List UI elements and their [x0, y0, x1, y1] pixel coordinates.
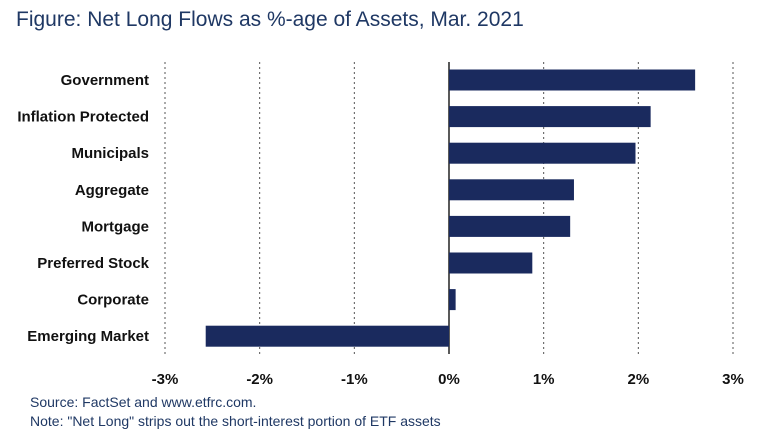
category-label: Aggregate [75, 182, 149, 199]
category-label: Preferred Stock [37, 255, 149, 272]
bar-aggregate [449, 179, 574, 201]
bar-group [205, 69, 696, 347]
bar-emerging-market [205, 325, 449, 347]
x-tick-label: 1% [533, 371, 555, 388]
bar-mortgage [449, 215, 571, 237]
x-tick-label: 0% [438, 371, 460, 388]
x-tick-label: -1% [341, 371, 368, 388]
x-tick-labels: -3% -2% -1% 0% 1% 2% 3% [152, 371, 744, 388]
bar-corporate [449, 289, 456, 311]
chart-title-prefix: Figure: [16, 8, 82, 31]
bar-preferred-stock [449, 252, 533, 274]
bar-government [449, 69, 696, 91]
category-label: Municipals [71, 145, 149, 162]
net-long-note: Note: "Net Long" strips out the short-in… [30, 413, 441, 429]
chart-title-text: Net Long Flows as %-age of Assets, Mar. … [87, 8, 524, 31]
x-tick-label: 3% [722, 371, 744, 388]
chart-title: Figure: Net Long Flows as %-age of Asset… [16, 8, 524, 32]
x-tick-label: -2% [246, 371, 273, 388]
category-label: Emerging Market [27, 328, 149, 345]
bar-municipals [449, 142, 636, 164]
bar-inflation-protected [449, 106, 651, 128]
x-tick-label: -3% [152, 371, 179, 388]
category-label: Corporate [77, 292, 149, 309]
chart-notes: Source: FactSet and www.etfrc.com. Note:… [30, 393, 441, 431]
category-label: Inflation Protected [17, 109, 149, 126]
category-labels: Government Inflation Protected Municipals A… [17, 72, 149, 345]
source-note: Source: FactSet and www.etfrc.com. [30, 394, 257, 410]
category-label: Government [61, 72, 149, 89]
category-label: Mortgage [82, 218, 150, 235]
x-tick-label: 2% [627, 371, 649, 388]
grid-lines [164, 62, 734, 354]
